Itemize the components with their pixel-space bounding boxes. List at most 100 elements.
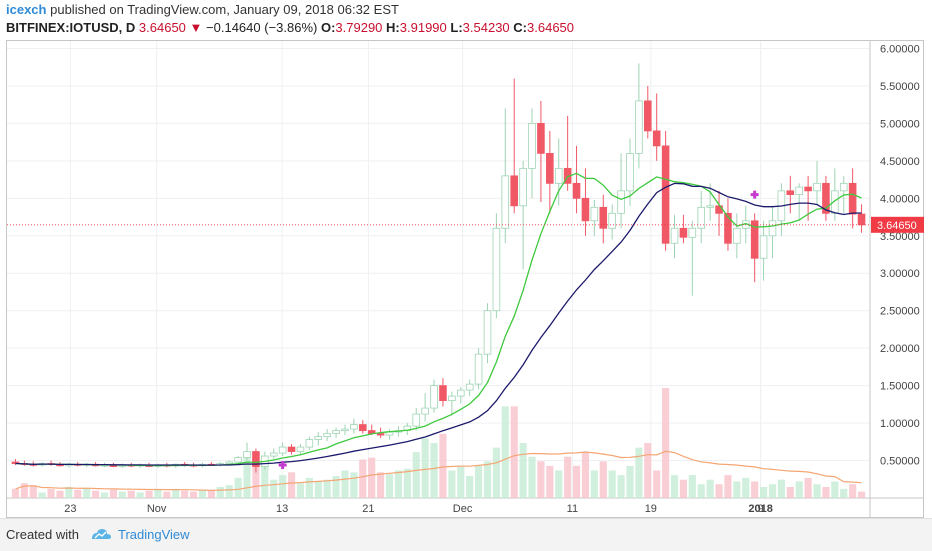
volume-bar (305, 477, 313, 498)
volume-bar (697, 484, 705, 498)
volume-bar (849, 484, 857, 498)
candle-body (305, 439, 314, 448)
candle-body (474, 353, 483, 385)
volume-bar (537, 461, 545, 498)
volume-bar (466, 476, 474, 498)
volume-bar (109, 489, 117, 498)
volume-bar (635, 447, 643, 498)
volume-bar (377, 472, 385, 498)
x-tick-label: 11 (567, 503, 578, 515)
candle-body (617, 190, 625, 214)
volume-bar (599, 461, 607, 498)
close-label: C: (513, 20, 528, 35)
volume-bar (795, 481, 803, 498)
volume-bar (572, 465, 581, 498)
volume-bar (777, 479, 785, 498)
candle-body (341, 428, 349, 431)
candle-body (252, 451, 260, 467)
candle-body (412, 413, 421, 427)
volume-bar (483, 461, 492, 498)
volume-bar (243, 456, 251, 498)
volume-bar (528, 456, 536, 498)
candle-body (510, 175, 518, 207)
volume-bar (225, 485, 233, 498)
volume-bar (11, 488, 20, 498)
candle-body (644, 100, 652, 132)
volume-bar (555, 470, 563, 498)
volume-bar (83, 487, 91, 498)
y-tick-label: 4.50000 (880, 156, 920, 168)
volume-bar (385, 474, 394, 498)
volume-bar (724, 475, 732, 498)
volume-bar (564, 456, 572, 498)
symbol-legend: BITFINEX:IOTUSD, D 3.64650 ▼ −0.14640 (−… (6, 20, 574, 35)
volume-bar (127, 490, 135, 498)
last-price: 3.64650 (138, 20, 186, 35)
candle-body (554, 167, 563, 184)
candle-body (652, 130, 661, 147)
candle-body (243, 451, 251, 458)
candle-body (314, 436, 323, 440)
volume-bar (172, 488, 180, 498)
volume-bar (430, 443, 438, 498)
created-with-text: Created with (6, 527, 79, 542)
volume-bar (163, 491, 171, 498)
candle-body (590, 206, 599, 222)
tradingview-logo-icon[interactable] (90, 527, 112, 541)
candle-body (421, 407, 429, 415)
volume-bar (403, 468, 411, 498)
volume-bar (261, 465, 269, 498)
volume-bar (840, 488, 848, 498)
volume-bar (439, 433, 447, 498)
price-chart[interactable]: 6.00000 5.50000 5.00000 4.50000 4.00000 3.500… (6, 40, 924, 518)
volume-bar (47, 488, 55, 498)
volume-bar (323, 479, 331, 498)
volume-bar (822, 487, 830, 498)
y-tick-label: 5.00000 (880, 118, 920, 130)
candle-body (225, 461, 233, 464)
volume-bar (519, 443, 527, 498)
candle-body (661, 145, 670, 244)
volume-bar (252, 461, 260, 498)
author-name[interactable]: icexch (6, 2, 47, 17)
volume-bar (74, 489, 82, 498)
x-tick-label: 19 (645, 503, 657, 515)
x-tick-label: 2018 (748, 503, 772, 515)
candle-body (296, 446, 305, 452)
price-change: −0.14640 (−3.86%) (206, 20, 318, 35)
volume-bar (688, 475, 696, 498)
volume-bar (56, 490, 64, 498)
crossover-marker (750, 190, 759, 199)
candle-body (697, 206, 706, 229)
candle-body (528, 123, 536, 169)
chart-frame (6, 40, 924, 518)
close-value: 3.64650 (527, 20, 575, 35)
tradingview-brand[interactable]: TradingView (118, 527, 190, 542)
volume-bar (332, 476, 340, 498)
volume-bar (626, 465, 634, 498)
volume-bar (857, 491, 866, 498)
candle-body (706, 205, 714, 208)
candle-body (501, 175, 510, 229)
x-tick-label: 23 (64, 503, 76, 515)
y-tick-label: 2.00000 (880, 343, 920, 355)
volume-bar (448, 470, 456, 498)
volume-bar (617, 475, 625, 498)
candle-body (448, 395, 456, 402)
volume-bar (742, 477, 750, 498)
candle-body (269, 452, 278, 457)
candle-body (519, 167, 527, 207)
volume-bar (715, 484, 723, 498)
volume-bar (760, 487, 768, 498)
candle-body (822, 182, 830, 214)
candle-body (350, 424, 358, 430)
candle-body (608, 212, 616, 229)
volume-bar (590, 470, 598, 498)
volume-bar (608, 470, 616, 498)
fast-ma-line (15, 172, 862, 467)
x-tick-label: Dec (453, 503, 473, 515)
candle-body (804, 186, 812, 192)
y-tick-label: 6.00000 (880, 43, 920, 55)
candle-body (786, 190, 795, 195)
volume-bar (234, 477, 242, 498)
